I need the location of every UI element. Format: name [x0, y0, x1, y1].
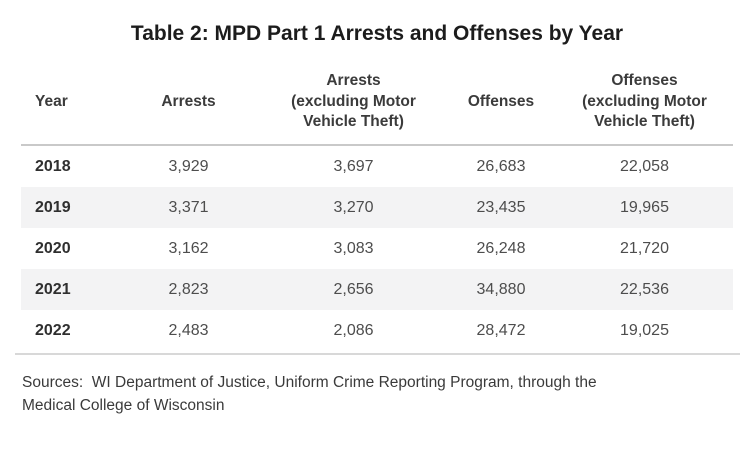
cell-offenses-excl-mvt: 22,058	[620, 157, 669, 175]
column-header-offenses-excl-mvt: Offenses (excluding Motor Vehicle Theft)	[582, 71, 707, 131]
cell-offenses: 26,683	[476, 157, 526, 175]
table-body: 2018 3,929 3,697 26,683 22,058 2019 3,37…	[21, 146, 733, 351]
cell-arrests-excl-mvt: 2,086	[333, 321, 374, 339]
cell-offenses: 26,248	[476, 239, 526, 257]
cell-year: 2021	[35, 280, 71, 298]
cell-arrests-excl-mvt: 3,083	[333, 239, 374, 257]
cell-arrests: 3,162	[168, 239, 209, 257]
cell-year: 2019	[35, 198, 71, 216]
cell-arrests: 3,929	[168, 157, 209, 175]
table-row-2022: 2022 2,483 2,086 28,472 19,025	[21, 310, 733, 351]
cell-arrests-excl-mvt: 3,697	[333, 157, 374, 175]
cell-offenses: 34,880	[476, 280, 526, 298]
data-table: Year Arrests Arrests (excluding Motor Ve…	[21, 60, 733, 351]
table-header-row: Year Arrests Arrests (excluding Motor Ve…	[21, 60, 733, 146]
sources-note: Sources: WI Department of Justice, Unifo…	[22, 374, 597, 415]
page: Table 2: MPD Part 1 Arrests and Offenses…	[0, 22, 754, 418]
column-header-offenses: Offenses	[467, 92, 535, 110]
cell-arrests-excl-mvt: 3,270	[333, 198, 374, 216]
cell-arrests: 2,823	[168, 280, 209, 298]
table-row-2018: 2018 3,929 3,697 26,683 22,058	[21, 146, 733, 187]
cell-offenses-excl-mvt: 22,536	[620, 280, 669, 298]
cell-arrests: 3,371	[168, 198, 209, 216]
cell-arrests: 2,483	[168, 321, 209, 339]
cell-offenses: 23,435	[476, 198, 526, 216]
cell-year: 2020	[35, 239, 71, 257]
footer-divider	[15, 353, 740, 355]
cell-year: 2018	[35, 157, 71, 175]
column-header-arrests-excl-mvt: Arrests (excluding Motor Vehicle Theft)	[291, 71, 416, 131]
column-header-arrests: Arrests	[161, 92, 216, 110]
column-header-year: Year	[35, 92, 68, 110]
table-row-2021: 2021 2,823 2,656 34,880 22,536	[21, 269, 733, 310]
cell-offenses-excl-mvt: 19,965	[620, 198, 669, 216]
table-title: Table 2: MPD Part 1 Arrests and Offenses…	[130, 22, 624, 45]
cell-offenses: 28,472	[476, 321, 526, 339]
cell-year: 2022	[35, 321, 71, 339]
table-row-2020: 2020 3,162 3,083 26,248 21,720	[21, 228, 733, 269]
cell-offenses-excl-mvt: 21,720	[620, 239, 669, 257]
cell-offenses-excl-mvt: 19,025	[620, 321, 669, 339]
cell-arrests-excl-mvt: 2,656	[333, 280, 374, 298]
table-row-2019: 2019 3,371 3,270 23,435 19,965	[21, 187, 733, 228]
